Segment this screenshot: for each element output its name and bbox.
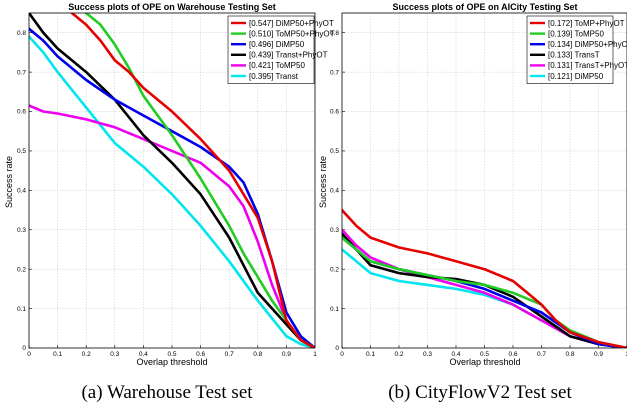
x-tick-label: 0.4: [451, 351, 460, 358]
series-group: [29, 13, 315, 348]
legend-entry: [0.421] ToMP50: [249, 61, 305, 70]
series-line: [29, 104, 315, 348]
y-tick-label: 0: [335, 345, 339, 352]
x-tick-label: 0.3: [423, 351, 432, 358]
legend: [0.547] DiMP50+PhyOT[0.510] ToMP50+PhyOT…: [227, 15, 335, 84]
legend-box: [526, 15, 614, 84]
figure-caption: (b) CityFlowV2 Test set: [388, 382, 572, 403]
y-tick-label: 0.3: [17, 227, 26, 234]
x-tick-label: 0.8: [253, 351, 262, 358]
plot-area-border: [341, 12, 627, 349]
legend-entry: [0.439] Transt+PhyOT: [249, 51, 328, 60]
y-tick-label: 0.5: [330, 148, 339, 155]
x-tick-label: 1: [625, 351, 627, 358]
plot-area-border: [28, 12, 316, 349]
series-line: [84, 13, 315, 348]
y-tick-label: 0.2: [17, 266, 26, 273]
x-tick-label: 0: [340, 351, 344, 358]
series-line: [29, 35, 315, 348]
series-group: [342, 208, 627, 348]
y-tick-label: 0.7: [330, 69, 339, 76]
y-tick-label: 0.3: [330, 227, 339, 234]
y-tick-label: 0.4: [330, 188, 339, 195]
y-axis-label: Success rate: [318, 156, 328, 208]
x-axis-label: Overlap threshold: [136, 357, 207, 367]
figure-caption: (a) Warehouse Test set: [81, 382, 253, 403]
x-tick-label: 0.6: [196, 351, 205, 358]
x-tick-label: 0.1: [366, 351, 375, 358]
x-tick-label: 0.2: [394, 351, 403, 358]
series-line: [29, 13, 315, 348]
x-tick-label: 1: [313, 351, 317, 358]
y-tick-label: 0.8: [330, 30, 339, 37]
legend-box: [227, 15, 315, 84]
y-tick-label: 0.7: [17, 69, 26, 76]
x-tick-label: 0.1: [53, 351, 62, 358]
x-tick-label: 0.3: [110, 351, 119, 358]
y-tick-label: 0.5: [17, 148, 26, 155]
x-tick-label: 0: [27, 351, 31, 358]
legend-entry: [0.133] TransT: [548, 51, 600, 60]
panel-warehouse: Success plots of OPE on Warehouse Testin…: [4, 2, 335, 403]
x-tick-label: 0.9: [282, 351, 291, 358]
series-line: [70, 13, 315, 348]
y-tick-label: 0.6: [330, 109, 339, 116]
chart-title: Success plots of OPE on AICity Testing S…: [392, 2, 577, 12]
legend-entry: [0.547] DiMP50+PhyOT: [249, 19, 334, 28]
y-tick-label: 0.2: [330, 266, 339, 273]
legend-entry: [0.134] DiMP50+PhyOT: [548, 40, 627, 49]
x-axis-label: Overlap threshold: [449, 357, 520, 367]
y-tick-label: 0.8: [17, 30, 26, 37]
y-tick-label: 0: [22, 345, 26, 352]
x-tick-label: 0.7: [225, 351, 234, 358]
legend-entry: [0.496] DiMP50: [249, 40, 305, 49]
legend-entry: [0.139] ToMP50: [548, 29, 604, 38]
x-tick-label: 0.5: [480, 351, 489, 358]
series-line: [342, 236, 627, 348]
x-tick-label: 0.2: [82, 351, 91, 358]
x-tick-label: 0.8: [565, 351, 574, 358]
legend-entry: [0.395] Transt: [249, 72, 299, 81]
x-tick-label: 0.9: [594, 351, 603, 358]
legend-entry: [0.131] TransT+PhyOT: [548, 61, 627, 70]
x-tick-label: 0.4: [139, 351, 148, 358]
legend: [0.172] ToMP+PhyOT[0.139] ToMP50 [0.134] …: [526, 15, 627, 84]
y-axis-label: Success rate: [4, 156, 14, 208]
y-tick-label: 0.1: [330, 306, 339, 313]
series-line: [342, 208, 627, 348]
legend-entry: [0.510] ToMP50+PhyOT: [249, 29, 335, 38]
y-tick-label: 0.4: [17, 188, 26, 195]
x-tick-label: 0.7: [537, 351, 546, 358]
x-tick-label: 0.6: [508, 351, 517, 358]
y-tick-label: 0.6: [17, 109, 26, 116]
y-tick-label: 0.1: [17, 306, 26, 313]
x-tick-label: 0.5: [167, 351, 176, 358]
legend-entry: [0.121] DiMP50: [548, 72, 604, 81]
legend-entry: [0.172] ToMP+PhyOT: [548, 19, 625, 28]
chart-title: Success plots of OPE on Warehouse Testin…: [68, 2, 276, 12]
panel-aicity: Success plots of OPE on AICity Testing S…: [318, 2, 627, 403]
